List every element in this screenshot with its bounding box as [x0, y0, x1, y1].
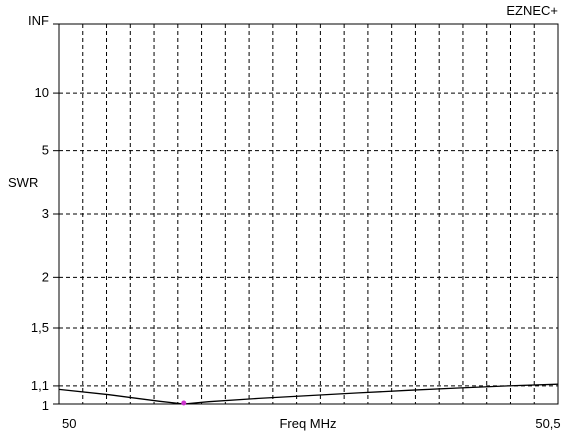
y-tick-label: 1	[42, 398, 49, 413]
grid	[59, 24, 558, 404]
min-swr-marker	[181, 400, 187, 406]
swr-curve	[58, 383, 559, 405]
y-tick-label: 5	[42, 143, 49, 158]
y-tick-label: 1,1	[31, 378, 49, 393]
y-tick-label: INF	[28, 13, 49, 28]
y-tick-label: 1,5	[31, 320, 49, 335]
x-tick-labels: 50 50,5	[62, 416, 561, 431]
y-tick-label: 2	[42, 269, 49, 284]
x-tick-label: 50,5	[535, 416, 560, 431]
y-axis-label: SWR	[8, 175, 38, 190]
x-tick-label: 50	[62, 416, 76, 431]
x-axis-label: Freq MHz	[279, 416, 336, 431]
y-tick-label: 10	[35, 85, 49, 100]
y-tick-labels: INF 10 5 3 2 1,5 1,1 1	[28, 13, 59, 413]
y-tick-label: 3	[42, 206, 49, 221]
plot-frame	[58, 23, 559, 405]
app-label: EZNEC+	[506, 3, 558, 18]
